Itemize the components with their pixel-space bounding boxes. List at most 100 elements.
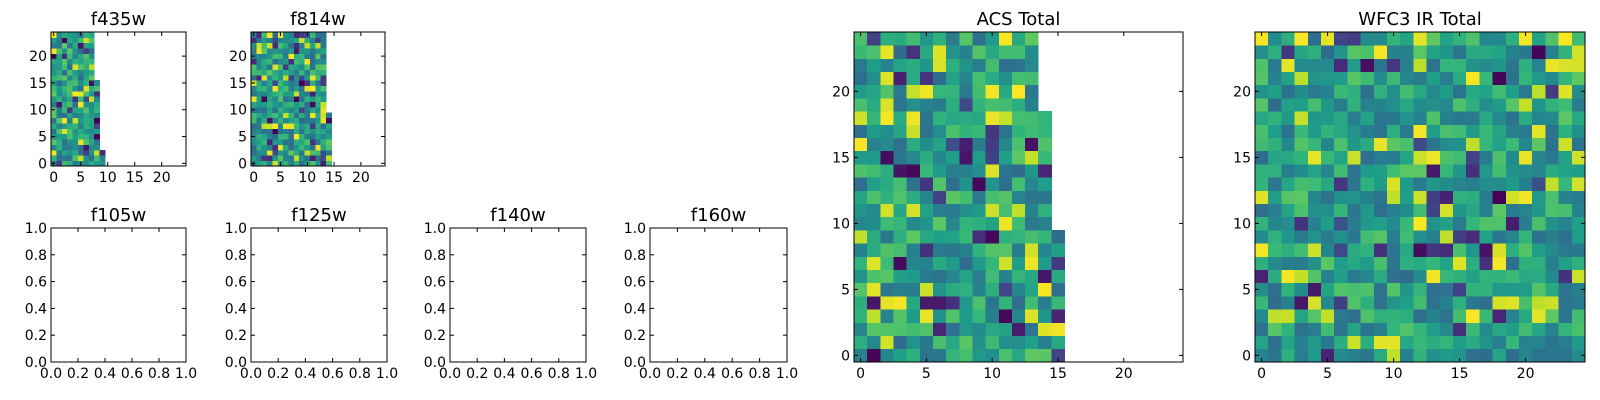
- heatmap-cell: [1025, 150, 1039, 165]
- heatmap-cell: [1479, 335, 1493, 350]
- heatmap-cell: [1571, 296, 1586, 310]
- heatmap-cell: [1011, 84, 1026, 99]
- heatmap-cell: [293, 117, 300, 124]
- heatmap-cell: [1545, 230, 1559, 244]
- heatmap-cell: [985, 216, 1000, 231]
- heatmap-cell: [61, 123, 68, 129]
- heatmap-cell: [1281, 45, 1295, 59]
- heatmap-cell: [1347, 322, 1361, 336]
- heatmap-cell: [56, 117, 63, 124]
- heatmap-cell: [267, 139, 273, 145]
- heatmap-cell: [1334, 32, 1348, 46]
- heatmap-cell: [1025, 282, 1039, 297]
- heatmap-cell: [1439, 137, 1454, 152]
- heatmap-cell: [1571, 335, 1586, 350]
- heatmap-cell: [1479, 322, 1493, 336]
- heatmap-cell: [283, 112, 289, 119]
- heatmap-cell: [293, 133, 300, 140]
- heatmap-cell: [906, 137, 921, 152]
- heatmap-cell: [1373, 124, 1388, 138]
- heatmap-cell: [985, 177, 1000, 191]
- heatmap-cell: [1426, 32, 1441, 46]
- heatmap-cell: [985, 335, 1000, 350]
- heatmap-cell: [1268, 348, 1282, 363]
- heatmap-cell: [1281, 243, 1295, 257]
- heatmap-cell: [1281, 98, 1295, 112]
- heatmap-cell: [1426, 216, 1441, 231]
- x-tick-label: 0: [856, 366, 865, 382]
- heatmap-cell: [1321, 296, 1335, 310]
- heatmap-cell: [51, 155, 57, 162]
- heatmap-cell: [959, 282, 973, 297]
- heatmap-cell: [78, 90, 84, 97]
- heatmap-cell: [998, 230, 1013, 244]
- heatmap-cell: [261, 133, 268, 140]
- heatmap-cell: [256, 96, 263, 103]
- heatmap-cell: [1532, 256, 1546, 270]
- heatmap-cell: [261, 155, 268, 162]
- heatmap-cell: [1479, 71, 1493, 86]
- heatmap-cell: [309, 128, 316, 135]
- heatmap-cell: [1387, 164, 1401, 178]
- heatmap-cell: [880, 58, 894, 72]
- heatmap-cell: [1334, 177, 1348, 191]
- heatmap-cell: [283, 117, 289, 124]
- heatmap-cell: [299, 123, 305, 129]
- heatmap-cell: [304, 139, 311, 145]
- heatmap-cell: [998, 45, 1013, 59]
- heatmap-cell: [919, 111, 934, 125]
- heatmap-cell: [1387, 335, 1401, 350]
- heatmap-cell: [88, 69, 95, 76]
- heatmap-cell: [1505, 309, 1520, 323]
- heatmap-cell: [1268, 203, 1282, 218]
- heatmap-cell: [1025, 322, 1039, 336]
- heatmap-cell: [1387, 348, 1401, 363]
- heatmap-cell: [72, 117, 79, 124]
- x-tick-label: 0.8: [148, 366, 170, 382]
- heatmap-cell: [1400, 230, 1414, 244]
- heatmap-cell: [315, 58, 322, 65]
- heatmap-cell: [959, 269, 973, 284]
- heatmap-cell: [272, 139, 279, 145]
- heatmap-cell: [78, 128, 84, 135]
- heatmap-cell: [867, 71, 881, 86]
- heatmap-cell: [1400, 84, 1414, 99]
- heatmap-cell: [1545, 58, 1559, 72]
- heatmap-cell: [1307, 348, 1322, 363]
- heatmap-cell: [906, 203, 921, 218]
- heatmap-cell: [1255, 45, 1269, 59]
- heatmap-cell: [906, 164, 921, 178]
- heatmap-cell: [56, 90, 63, 97]
- heatmap-cell: [1413, 269, 1427, 284]
- heatmap-cell: [867, 45, 881, 59]
- heatmap-cell: [919, 84, 934, 99]
- heatmap-cell: [1413, 32, 1427, 46]
- heatmap-cell: [1413, 71, 1427, 86]
- y-tick-label: 0: [841, 348, 850, 364]
- heatmap-cell: [1360, 58, 1375, 72]
- heatmap-cell: [78, 112, 84, 119]
- heatmap-cell: [946, 282, 960, 297]
- heatmap-cell: [51, 139, 57, 145]
- heatmap-cell: [959, 45, 973, 59]
- heatmap-cell: [1571, 71, 1586, 86]
- heatmap-cell: [283, 80, 289, 86]
- heatmap-cell: [972, 296, 986, 310]
- heatmap-cell: [267, 133, 273, 140]
- heatmap-cell: [1479, 177, 1493, 191]
- heatmap-cell: [1051, 322, 1065, 336]
- heatmap-cell: [867, 322, 881, 336]
- heatmap-cell: [1347, 230, 1361, 244]
- heatmap-cell: [67, 112, 73, 119]
- heatmap-cell: [88, 42, 95, 49]
- heatmap-cell: [1294, 296, 1309, 310]
- heatmap-cell: [1519, 335, 1533, 350]
- heatmap-cell: [67, 128, 73, 135]
- heatmap-cell: [946, 256, 960, 270]
- heatmap-cell: [261, 80, 268, 86]
- heatmap-cell: [1571, 190, 1586, 204]
- axes-frame: [649, 227, 788, 363]
- heatmap-cell: [1321, 32, 1335, 46]
- axes-frame: [250, 31, 386, 167]
- heatmap-cell: [1268, 335, 1282, 350]
